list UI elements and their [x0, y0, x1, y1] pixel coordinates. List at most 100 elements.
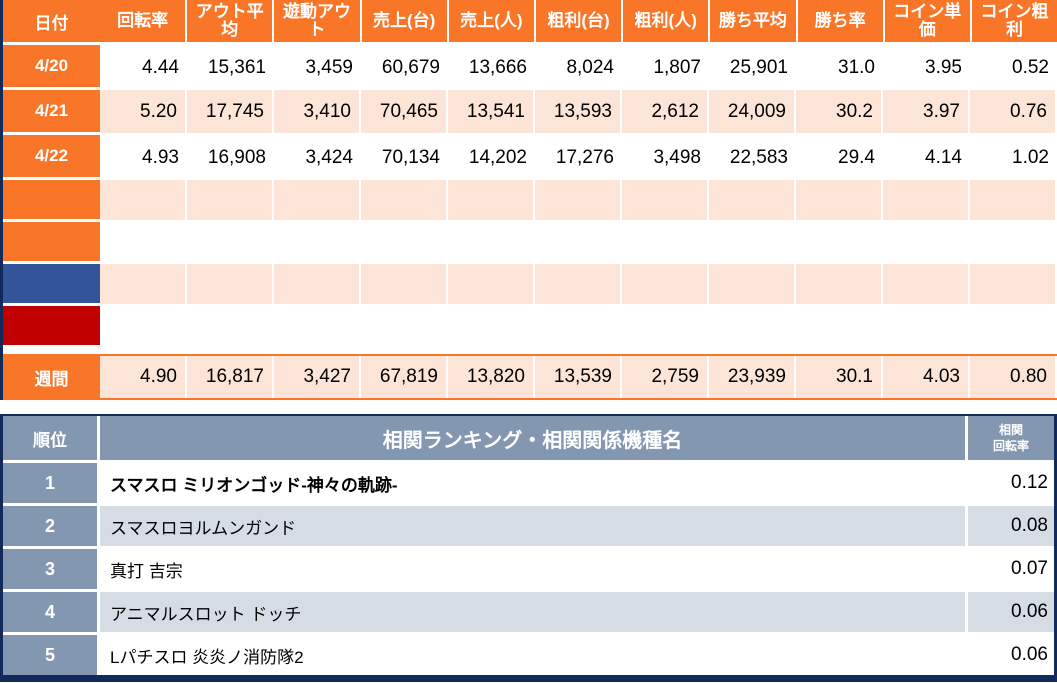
weekly-stat-cell: 2,759: [622, 356, 709, 398]
date-column-header: 日付: [3, 0, 100, 45]
correlation-rate-cell: 0.06: [968, 589, 1054, 632]
weekly-spacer: [3, 348, 1057, 354]
weekly-summary-row: 週間 4.90 16,817 3,427 67,819 13,820 13,539 2,759…: [3, 354, 1057, 400]
stat-cell: 4.93: [100, 135, 187, 180]
empty-stat-cell: [361, 222, 448, 264]
empty-label-cell: [3, 222, 100, 264]
stat-cell: 8,024: [535, 45, 622, 90]
rank-cell: 2: [3, 503, 100, 546]
empty-stat-cell: [709, 264, 796, 306]
ranking-row: 4 アニマルスロット ドッチ 0.06: [3, 589, 1054, 632]
stat-cell: 3,410: [274, 90, 361, 135]
correlation-rate-cell: 0.07: [968, 546, 1054, 589]
stat-cell: 13,666: [448, 45, 535, 90]
stat-cell: 29.4: [796, 135, 883, 180]
weekly-stat-cell: 23,939: [709, 356, 796, 398]
stat-cell: 5.20: [100, 90, 187, 135]
empty-stat-cell: [361, 180, 448, 222]
rank-cell: 3: [3, 546, 100, 589]
stat-cell: 15,361: [187, 45, 274, 90]
stat-cell: 13,593: [535, 90, 622, 135]
weekly-stat-cell: 16,817: [187, 356, 274, 398]
empty-label-cell: [3, 180, 100, 222]
weekly-stat-cell: 4.03: [883, 356, 970, 398]
weekly-stat-cell: 30.1: [796, 356, 883, 398]
machine-name-cell: スマスロ ミリオンゴッド-神々の軌跡-: [100, 460, 968, 503]
stat-column-header: 勝ち平均: [710, 0, 798, 45]
empty-stat-cell: [796, 306, 883, 348]
empty-stat-cell: [274, 180, 361, 222]
machine-name-cell: スマスロヨルムンガンド: [100, 503, 968, 546]
empty-stat-cell: [535, 306, 622, 348]
empty-stat-cell: [100, 264, 187, 306]
rank-column-header: 順位: [3, 416, 100, 460]
stat-column-header: 売上(台): [361, 0, 449, 45]
date-cell: 4/20: [3, 45, 100, 90]
stat-column-header: 粗利(人): [623, 0, 711, 45]
empty-stat-cell: [622, 306, 709, 348]
empty-stat-cell: [709, 180, 796, 222]
empty-stat-cell: [535, 180, 622, 222]
stat-cell: 1,807: [622, 45, 709, 90]
ranking-title-header: 相関ランキング・相関関係機種名: [100, 416, 968, 460]
weekly-stat-cell: 67,819: [361, 356, 448, 398]
empty-stat-cell: [187, 264, 274, 306]
empty-stat-cell: [622, 180, 709, 222]
empty-stat-cell: [970, 306, 1057, 348]
date-cell: 4/21: [3, 90, 100, 135]
weekly-stat-cell: 13,820: [448, 356, 535, 398]
empty-stat-cell: [448, 306, 535, 348]
weekly-label-cell: 週間: [3, 356, 100, 398]
daily-header-row: 日付 回転率 アウト平均 遊動アウト 売上(台) 売上(人) 粗利(台) 粗利(人) 勝ち平均勝…: [3, 0, 1057, 45]
weekly-stat-cell: 4.90: [100, 356, 187, 398]
empty-stat-cell: [883, 180, 970, 222]
correlation-rate-cell: 0.08: [968, 503, 1054, 546]
stat-cell: 3,459: [274, 45, 361, 90]
stat-cell: 4.14: [883, 135, 970, 180]
empty-stat-cell: [274, 306, 361, 348]
stat-column-header: コイン粗利: [971, 0, 1057, 45]
empty-stat-cell: [883, 222, 970, 264]
stat-cell: 3,498: [622, 135, 709, 180]
empty-stat-cell: [274, 264, 361, 306]
empty-stat-cell: [187, 180, 274, 222]
weekly-stat-cell: 13,539: [535, 356, 622, 398]
stat-cell: 22,583: [709, 135, 796, 180]
daily-stats-table: 日付 回転率 アウト平均 遊動アウト 売上(台) 売上(人) 粗利(台) 粗利(人) 勝ち平均勝…: [0, 0, 1057, 400]
empty-stat-cell: [448, 264, 535, 306]
daily-empty-row: [3, 264, 1057, 306]
empty-stat-cell: [970, 222, 1057, 264]
ranking-row: 5 Lパチスロ 炎炎ノ消防隊2 0.06: [3, 632, 1054, 675]
stat-cell: 2,612: [622, 90, 709, 135]
stat-cell: 24,009: [709, 90, 796, 135]
empty-stat-cell: [622, 264, 709, 306]
empty-stat-cell: [361, 306, 448, 348]
ranking-row: 1 スマスロ ミリオンゴッド-神々の軌跡- 0.12: [3, 460, 1054, 503]
rank-cell: 4: [3, 589, 100, 632]
empty-stat-cell: [448, 222, 535, 264]
empty-stat-cell: [883, 306, 970, 348]
stat-cell: 1.02: [970, 135, 1057, 180]
stat-cell: 31.0: [796, 45, 883, 90]
empty-label-cell: [3, 264, 100, 306]
rate-header-line1: 相関: [998, 422, 1023, 437]
stat-column-header: 粗利(台): [535, 0, 624, 45]
ranking-row: 3 真打 吉宗 0.07: [3, 546, 1054, 589]
empty-stat-cell: [970, 264, 1057, 306]
empty-stat-cell: [448, 180, 535, 222]
machine-name-cell: Lパチスロ 炎炎ノ消防隊2: [100, 632, 968, 675]
empty-stat-cell: [622, 222, 709, 264]
empty-stat-cell: [796, 180, 883, 222]
stat-cell: 30.2: [796, 90, 883, 135]
daily-empty-row: [3, 180, 1057, 222]
empty-stat-cell: [187, 306, 274, 348]
daily-empty-row: [3, 306, 1057, 348]
stat-cell: 70,134: [361, 135, 448, 180]
stat-cell: 0.52: [970, 45, 1057, 90]
empty-stat-cell: [709, 306, 796, 348]
stat-cell: 3.95: [883, 45, 970, 90]
empty-stat-cell: [100, 222, 187, 264]
correlation-rate-cell: 0.12: [968, 460, 1054, 503]
stat-column-header: 遊動アウト: [274, 0, 362, 45]
machine-name-cell: アニマルスロット ドッチ: [100, 589, 968, 632]
